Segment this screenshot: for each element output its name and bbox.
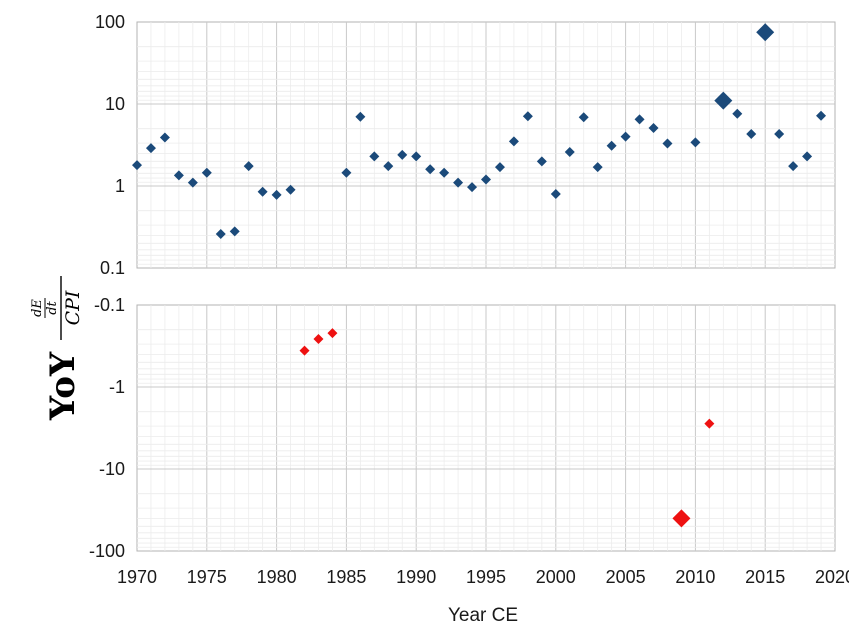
data-point [467, 182, 478, 193]
x-tick-label: 2000 [536, 567, 576, 587]
data-point [788, 161, 799, 172]
data-point [522, 111, 533, 122]
data-point [816, 110, 827, 121]
y-tick-label: 10 [105, 94, 125, 114]
data-point [550, 188, 561, 199]
data-point [690, 137, 701, 148]
y-label-denominator: CPI [62, 290, 84, 325]
data-point [536, 156, 547, 167]
data-point [592, 162, 603, 173]
bottom-panel: -0.1 -1 -10 -100 [89, 295, 836, 561]
y-tick-label: 100 [95, 12, 125, 32]
data-point [397, 149, 408, 160]
data-point [578, 112, 589, 123]
data-point [145, 143, 156, 154]
y-tick-label: -100 [89, 541, 125, 561]
data-point [564, 146, 575, 157]
x-tick-label: 2010 [675, 567, 715, 587]
data-point [606, 140, 617, 151]
data-point [341, 167, 352, 178]
x-tick-label: 1995 [466, 567, 506, 587]
top-series [132, 23, 827, 239]
data-point [746, 129, 757, 140]
data-point [173, 170, 184, 181]
x-tick-label: 2005 [606, 567, 646, 587]
data-point [648, 122, 659, 133]
data-point [508, 136, 519, 147]
data-point [672, 509, 691, 528]
bottom-series [299, 328, 715, 528]
data-point [481, 174, 491, 185]
data-point [714, 91, 733, 110]
y-label-numerator-bottom: dt [45, 300, 60, 314]
data-point [620, 131, 631, 142]
data-point [132, 160, 142, 171]
data-point [299, 345, 310, 356]
bottom-y-ticks: -0.1 -1 -10 -100 [89, 295, 125, 561]
data-point [802, 151, 813, 162]
x-tick-label: 1990 [396, 567, 436, 587]
y-tick-label: -1 [109, 377, 125, 397]
y-tick-label: -0.1 [94, 295, 125, 315]
data-point [704, 418, 715, 429]
top-y-ticks: 100 10 1 0.1 [95, 12, 125, 278]
data-point [439, 167, 450, 178]
x-tick-label: 2020 [815, 567, 849, 587]
x-ticks: 1970 1975 1980 1985 1990 1995 2000 2005 2010 2015… [117, 567, 849, 587]
data-point [285, 184, 296, 195]
y-tick-label: -10 [99, 459, 125, 479]
y-axis-label: YoY dE dt CPI [30, 276, 84, 421]
data-point [243, 161, 254, 172]
data-point [494, 162, 505, 173]
data-point [201, 167, 212, 178]
x-tick-label: 1975 [187, 567, 227, 587]
y-tick-label: 1 [115, 176, 125, 196]
data-point [662, 138, 673, 149]
x-tick-label: 1970 [117, 567, 157, 587]
x-tick-label: 1980 [257, 567, 297, 587]
data-point [453, 177, 464, 188]
data-point [756, 23, 775, 42]
data-point [383, 161, 394, 172]
x-axis-label: Year CE [448, 605, 518, 626]
data-point [187, 177, 198, 188]
y-tick-label: 0.1 [100, 258, 125, 278]
top-panel: 100 10 1 0.1 [95, 12, 836, 278]
data-point [634, 114, 645, 125]
data-point [425, 164, 436, 175]
data-point [229, 226, 240, 237]
data-point [732, 108, 743, 119]
data-point [369, 151, 380, 162]
data-point [159, 132, 170, 143]
data-point [355, 111, 366, 122]
y-label-numerator-top: dE [30, 299, 45, 317]
x-tick-label: 2015 [745, 567, 785, 587]
data-point [257, 186, 268, 197]
data-point [774, 129, 785, 140]
x-tick-label: 1985 [326, 567, 366, 587]
data-point [411, 151, 422, 162]
data-point [313, 334, 324, 345]
data-point [271, 189, 282, 200]
data-point [215, 228, 226, 239]
y-label-yoy: YoY [43, 351, 83, 421]
data-point [327, 328, 338, 339]
